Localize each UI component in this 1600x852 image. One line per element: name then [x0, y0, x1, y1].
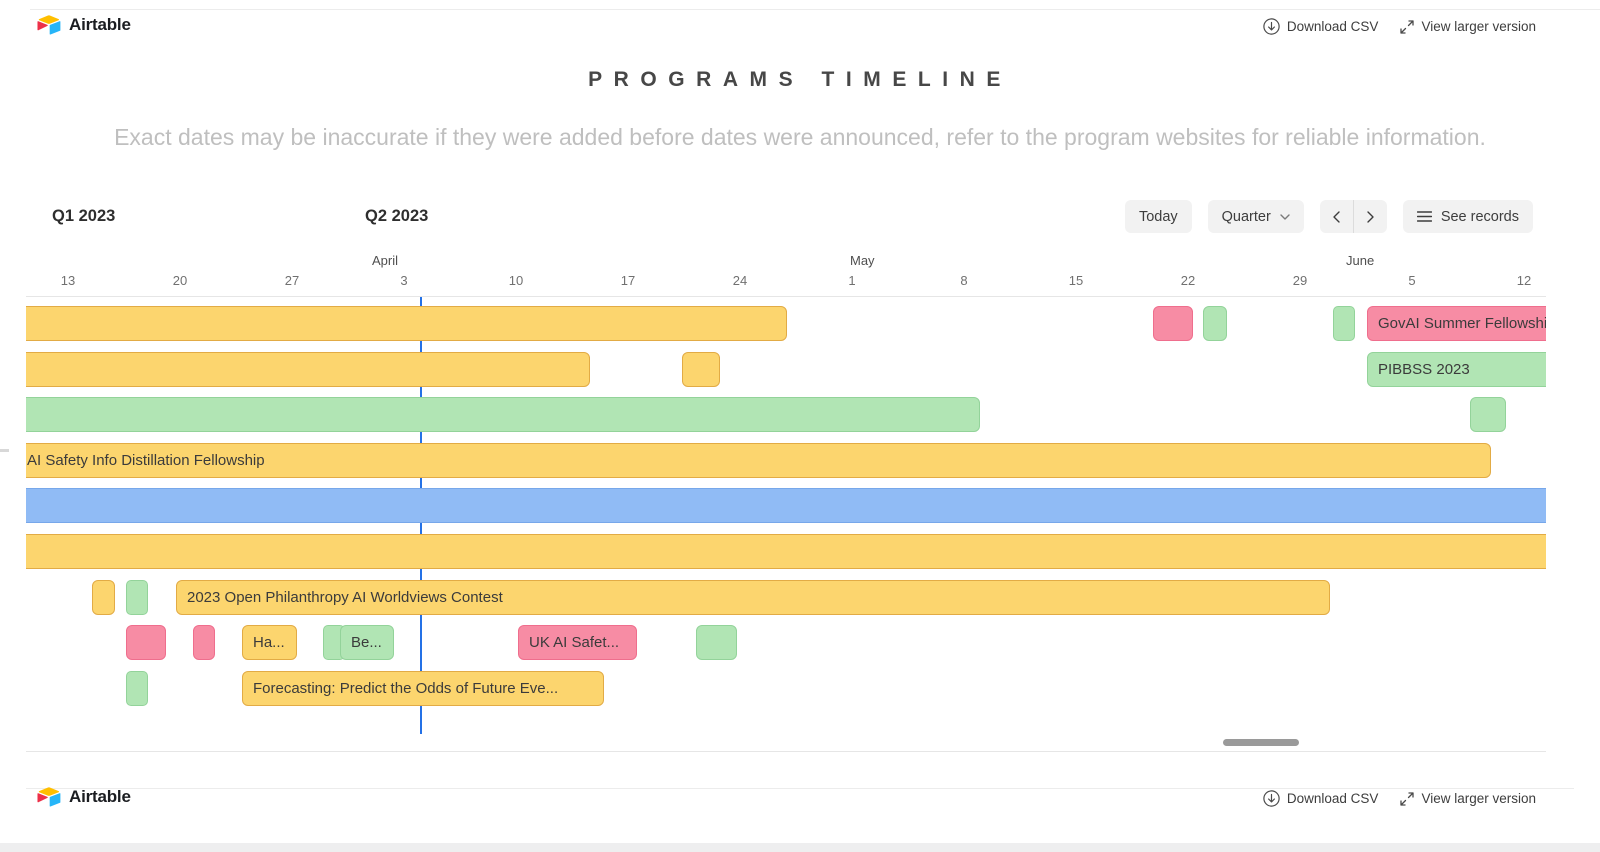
quarter-label-q2: Q2 2023 [365, 207, 429, 225]
today-button-label: Today [1138, 208, 1178, 225]
airtable-wordmark: Airtable [69, 15, 131, 34]
timeline-bar[interactable] [1203, 306, 1227, 341]
footer-airtable-wordmark: Airtable [69, 787, 131, 806]
axis-day-label: 1 [848, 273, 856, 288]
page-bottom-strip [0, 843, 1600, 852]
scale-dropdown-label: Quarter [1221, 208, 1271, 225]
view-larger-label: View larger version [1421, 19, 1536, 34]
axis-day-label: 3 [400, 273, 408, 288]
page-title: PROGRAMS TIMELINE [588, 68, 1012, 91]
footer-view-larger-label: View larger version [1421, 791, 1536, 806]
today-button[interactable]: Today [1124, 200, 1192, 233]
date-axis: April May June 13 20 27 3 10 17 24 1 8 15 22 29 5 12 [26, 250, 1546, 294]
footer-airtable-logo-icon [37, 787, 61, 807]
timeline-bar[interactable] [26, 488, 1546, 523]
nav-divider [1352, 200, 1354, 233]
axis-day-label: 27 [284, 273, 300, 288]
axis-day-label: 22 [1180, 273, 1196, 288]
footer-download-csv-label: Download CSV [1286, 791, 1379, 806]
timeline-bar[interactable]: Forecasting: Predict the Odds of Future … [242, 671, 604, 706]
embed-header: Airtable Download CSV View larger versio… [0, 6, 1600, 46]
timeline-bar[interactable] [26, 306, 787, 341]
footer-view-larger-button[interactable]: View larger version [1400, 791, 1536, 806]
timeline-bar[interactable] [193, 625, 215, 660]
footer-download-icon [1263, 790, 1280, 807]
axis-day-label: 17 [620, 273, 636, 288]
horizontal-scrollbar-thumb[interactable] [1223, 739, 1299, 746]
axis-day-label: 13 [60, 273, 76, 288]
see-records-label: See records [1440, 208, 1519, 225]
timeline-bar[interactable] [682, 352, 720, 387]
axis-day-label: 29 [1292, 273, 1308, 288]
timeline-nav [1319, 200, 1387, 233]
footer-expand-icon [1400, 791, 1415, 806]
timeline-bar[interactable]: UK AI Safet... [518, 625, 637, 660]
timeline-bar[interactable] [26, 352, 590, 387]
axis-day-label: 10 [508, 273, 524, 288]
timeline-bar[interactable] [126, 625, 166, 660]
see-records-button[interactable]: See records [1402, 200, 1533, 233]
timeline-bar[interactable]: AI Safety Info Distillation Fellowship [26, 443, 1491, 478]
axis-day-label: 12 [1516, 273, 1532, 288]
axis-day-label: 8 [960, 273, 968, 288]
axis-month-label: April [372, 253, 399, 268]
timeline-bar[interactable] [26, 397, 980, 432]
download-icon [1263, 18, 1280, 35]
timeline-bar[interactable]: Ha... [242, 625, 297, 660]
embed-footer: Airtable Download CSV View larger versio… [0, 778, 1600, 818]
chevron-down-icon [1280, 213, 1290, 220]
timeline-bar[interactable]: PIBBSS 2023 [1367, 352, 1546, 387]
axis-day-label: 24 [732, 273, 748, 288]
axis-day-label: 5 [1408, 273, 1416, 288]
expand-icon [1400, 19, 1415, 34]
footer-divider [26, 788, 1574, 789]
timeline-bar[interactable] [126, 580, 148, 615]
download-csv-button[interactable]: Download CSV [1263, 18, 1379, 35]
axis-month-label: June [1346, 253, 1375, 268]
timeline-grid: GovAI Summer Fellowship PIBBSS 2023 AI Saf… [26, 296, 1546, 751]
footer-airtable-logo[interactable]: Airtable [36, 786, 131, 808]
timeline-bar[interactable]: 2023 Open Philanthropy AI Worldviews Con… [176, 580, 1330, 615]
chevron-left-icon [1333, 210, 1340, 223]
view-larger-button[interactable]: View larger version [1400, 19, 1536, 34]
left-edge-artifact [0, 449, 9, 452]
timeline-bar[interactable] [92, 580, 115, 615]
airtable-logo[interactable]: Airtable [36, 14, 131, 36]
grid-top-border [26, 296, 1546, 297]
previous-page-button[interactable] [1320, 200, 1353, 233]
timeline-controls: Today Quarter See r [1124, 200, 1533, 233]
timeline-bar[interactable] [1470, 397, 1506, 432]
axis-day-label: 15 [1068, 273, 1084, 288]
timeline-bar[interactable] [696, 625, 737, 660]
quarter-label-q1: Q1 2023 [52, 207, 116, 225]
top-border [30, 9, 1600, 10]
timeline-bar[interactable]: Be... [340, 625, 394, 660]
list-icon [1416, 211, 1432, 222]
timeline-bar[interactable] [1153, 306, 1193, 341]
page-subtitle: Exact dates may be inaccurate if they we… [114, 124, 1486, 150]
axis-day-label: 20 [172, 273, 188, 288]
timeline-bar[interactable] [1333, 306, 1355, 341]
timeline-bar[interactable]: GovAI Summer Fellowship [1367, 306, 1546, 341]
timeline-bar[interactable] [126, 671, 148, 706]
axis-month-label: May [850, 253, 875, 268]
chevron-right-icon [1367, 210, 1374, 223]
timeline-bar[interactable] [26, 534, 1546, 569]
download-csv-label: Download CSV [1286, 19, 1379, 34]
footer-download-csv-button[interactable]: Download CSV [1263, 790, 1379, 807]
scale-dropdown[interactable]: Quarter [1207, 200, 1304, 233]
airtable-logo-icon [37, 15, 61, 35]
grid-bottom-border [26, 751, 1546, 752]
next-page-button[interactable] [1354, 200, 1387, 233]
